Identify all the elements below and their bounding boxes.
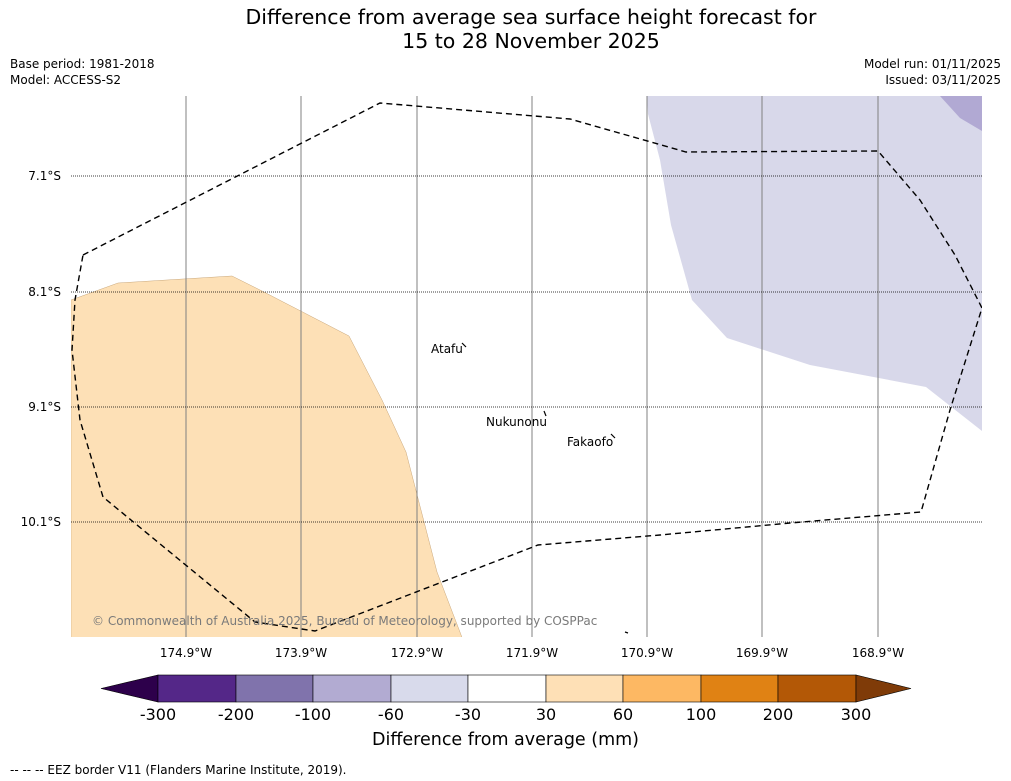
meridian-lines xyxy=(185,96,879,637)
colorbar xyxy=(100,674,912,703)
colorbar-bin xyxy=(777,674,857,703)
place-label-atafu: Atafu xyxy=(431,342,463,356)
colorbar-extend-max xyxy=(855,674,912,703)
eez-footnote: -- -- -- EEZ border V11 (Flanders Marine… xyxy=(10,763,347,777)
colorbar-tick: 30 xyxy=(535,705,557,724)
eez-border xyxy=(71,102,982,632)
title-line-2: 15 to 28 November 2025 xyxy=(402,29,660,53)
colorbar-bin xyxy=(622,674,702,703)
meta-left: Base period: 1981-2018 Model: ACCESS-S2 xyxy=(10,56,155,88)
colorbar-tick: -200 xyxy=(217,705,255,724)
lat-label: 10.1°S xyxy=(20,515,61,529)
lon-label: 173.9°W xyxy=(274,646,328,660)
colorbar-tick: 60 xyxy=(612,705,634,724)
positive-anomaly-region xyxy=(71,275,463,637)
fakaofo-island xyxy=(610,433,616,439)
place-label-nukunonu: Nukunonu xyxy=(486,415,547,429)
colorbar-tick: -100 xyxy=(294,705,332,724)
lon-label: 171.9°W xyxy=(505,646,559,660)
lon-label: 174.9°W xyxy=(159,646,213,660)
colorbar-tick: 100 xyxy=(685,705,717,724)
copyright-notice: © Commonwealth of Australia 2025, Bureau… xyxy=(92,614,598,628)
atafu-island xyxy=(461,342,467,348)
issued-date: Issued: 03/11/2025 xyxy=(885,73,1001,87)
colorbar-tick: 300 xyxy=(840,705,872,724)
colorbar-bin xyxy=(390,674,469,703)
nukunonu-island xyxy=(543,410,547,417)
negative-anomaly-region xyxy=(647,96,982,431)
lat-label: 7.1°S xyxy=(28,169,61,183)
colorbar-bin xyxy=(467,674,547,703)
colorbar-bin xyxy=(235,674,314,703)
title-line-1: Difference from average sea surface heig… xyxy=(245,5,817,29)
model-name: Model: ACCESS-S2 xyxy=(10,73,122,87)
lon-label: 172.9°W xyxy=(390,646,444,660)
island-marks xyxy=(461,342,629,634)
map-title: Difference from average sea surface heig… xyxy=(0,5,1011,53)
colorbar-extend-min xyxy=(100,674,159,703)
meta-right: Model run: 01/11/2025 Issued: 03/11/2025 xyxy=(864,56,1001,88)
place-label-fakaofo: Fakaofo xyxy=(567,435,614,449)
colorbar-tick: -30 xyxy=(454,705,482,724)
lat-label: 9.1°S xyxy=(28,400,61,414)
lon-label: 168.9°W xyxy=(851,646,905,660)
base-period: Base period: 1981-2018 xyxy=(10,57,155,71)
colorbar-label: Difference from average (mm) xyxy=(371,730,640,750)
colorbar-bin xyxy=(312,674,392,703)
colorbar-tick: -300 xyxy=(139,705,177,724)
colorbar-tick: 200 xyxy=(762,705,794,724)
colorbar-bin xyxy=(545,674,624,703)
lat-label: 8.1°S xyxy=(28,285,61,299)
lon-label: 170.9°W xyxy=(620,646,674,660)
lon-label: 169.9°W xyxy=(735,646,789,660)
strong-negative-anomaly-region xyxy=(940,96,982,131)
swains-island xyxy=(624,631,629,634)
colorbar-tick: -60 xyxy=(377,705,405,724)
colorbar-bin xyxy=(700,674,779,703)
map-plot-area xyxy=(71,96,982,637)
colorbar-bin xyxy=(157,674,237,703)
model-run: Model run: 01/11/2025 xyxy=(863,57,1001,71)
